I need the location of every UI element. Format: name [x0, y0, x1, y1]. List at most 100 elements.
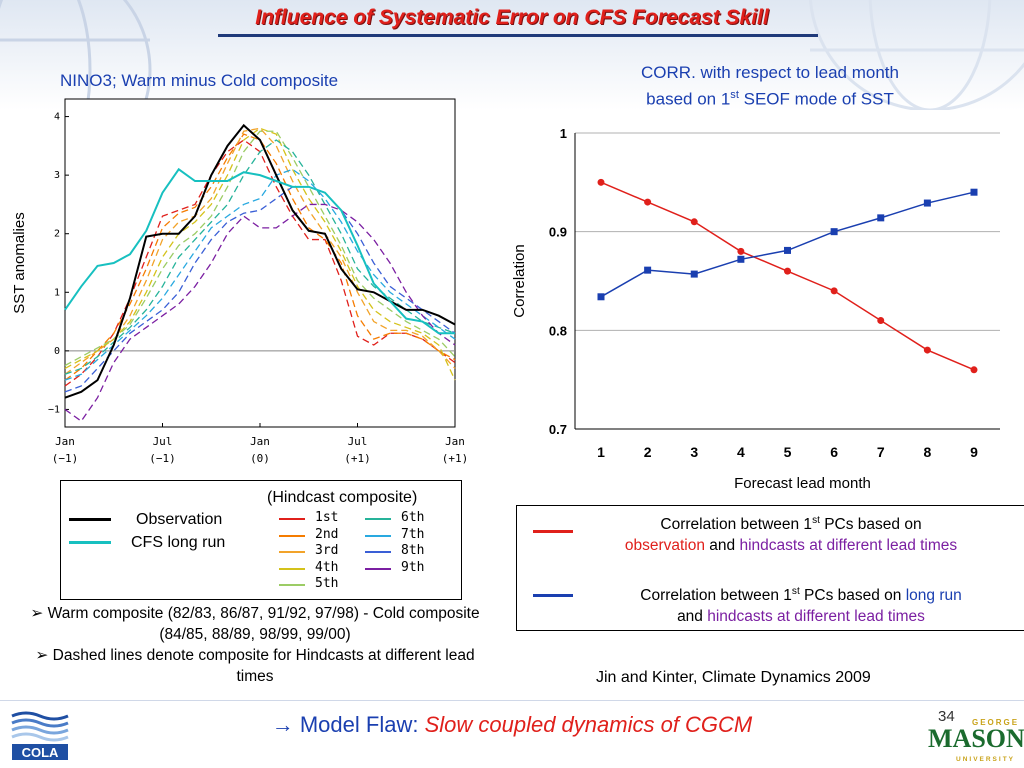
corr-point-red	[830, 287, 838, 295]
right-xtick-label: 9	[970, 444, 978, 460]
right-xtick-label: 2	[644, 444, 652, 460]
observation-legend-line	[69, 518, 111, 521]
citation: Jin and Kinter, Climate Dynamics 2009	[596, 669, 871, 686]
right-xtick-label: 7	[877, 444, 885, 460]
legend-line-8th	[365, 551, 391, 553]
left-xtick-label-month: Jan	[445, 435, 465, 448]
legend-label-2nd: 2nd	[315, 526, 339, 542]
corr-point-blue	[970, 188, 978, 196]
corr-point-red	[690, 218, 698, 226]
corr-point-red	[737, 247, 745, 255]
legend-label-7th: 7th	[401, 526, 425, 542]
notes-bullets: ➢ Warm composite (82/83, 86/87, 91/92, 9…	[20, 603, 490, 687]
left-xtick-label-year: (+1)	[442, 452, 469, 465]
cfs-legend-label: CFS long run	[131, 534, 226, 551]
right-xtick-label: 8	[923, 444, 931, 460]
legend-line-4th	[279, 567, 305, 570]
observation-legend-label: Observation	[136, 511, 223, 528]
left-ylabel: SST anomalies	[11, 212, 28, 313]
right-chart-title-line2: based on 1st SEOF mode of SST	[646, 89, 894, 109]
blue-legend-line	[533, 594, 573, 597]
blue-legend-text: Correlation between 1st PCs based on lon…	[640, 586, 962, 626]
right-xlabel: Forecast lead month	[734, 475, 871, 492]
legend-line-3rd	[279, 551, 305, 553]
bottom-message: → Model Flaw: Slow coupled dynamics of C…	[271, 712, 753, 737]
left-xtick-label-month: Jan	[250, 435, 270, 448]
left-xtick-label-month: Jan	[55, 435, 75, 448]
left-xtick-label-year: (−1)	[52, 452, 79, 465]
legend-label-9th: 9th	[401, 559, 425, 575]
george-mason-logo: GEORGE MASON UNIVERSITY	[928, 718, 1024, 763]
legend-label-8th: 8th	[401, 543, 425, 558]
corr-point-blue	[830, 228, 838, 236]
title-underline	[218, 34, 818, 37]
left-ytick-label: 2	[54, 229, 60, 240]
legend-line-9th	[365, 567, 391, 570]
right-xtick-label: 3	[690, 444, 698, 460]
right-chart-title: CORR. with respect to lead month based o…	[560, 62, 980, 111]
legend-line-2nd	[279, 534, 305, 537]
legend-line-1st	[279, 518, 305, 520]
left-ytick-label: 0	[54, 346, 60, 357]
left-xtick-label-year: (0)	[250, 452, 270, 465]
left-xtick-label-year: (+1)	[344, 452, 371, 465]
left-plot-frame	[64, 98, 456, 428]
left-ytick-label: 4	[54, 112, 60, 123]
right-xtick-label: 4	[737, 444, 745, 460]
left-chart-title: NINO3; Warm minus Cold composite	[60, 71, 339, 90]
left-ytick-label: 3	[54, 170, 60, 181]
legend-label-4th: 4th	[315, 559, 339, 575]
right-xtick-label: 6	[830, 444, 838, 460]
series-line-5th	[64, 130, 456, 367]
corr-point-blue	[737, 255, 745, 263]
red-legend-line	[533, 530, 573, 533]
series-line-4th	[64, 127, 456, 381]
slide-title: Influence of Systematic Error on CFS For…	[255, 6, 769, 29]
series-line-9th	[64, 203, 456, 423]
bullet-composite-years: ➢ Warm composite (82/83, 86/87, 91/92, 9…	[30, 605, 480, 643]
left-ytick-label: −1	[48, 404, 60, 415]
cfs-legend-line	[69, 541, 111, 544]
series-line-6th	[64, 139, 456, 375]
right-ytick-label: 0.8	[549, 323, 567, 338]
series-line-7th	[64, 168, 456, 381]
right-ylabel: Correlation	[511, 244, 528, 317]
right-ytick-label: 1	[560, 126, 567, 141]
legend-label-6th: 6th	[401, 510, 425, 525]
legend-label-1st: 1st	[315, 510, 339, 525]
corr-point-blue	[644, 266, 652, 274]
right-legend-box: Correlation between 1st PCs based on obs…	[516, 505, 1024, 631]
corr-series-line-1	[600, 191, 975, 298]
left-xtick-label-month: Jul	[153, 435, 173, 448]
left-xtick-label-month: Jul	[348, 435, 368, 448]
corr-point-blue	[784, 246, 791, 254]
left-legend-box: Observation CFS long run (Hindcast compo…	[60, 480, 462, 600]
legend-line-6th	[365, 518, 391, 520]
left-ytick-label: 1	[54, 287, 60, 298]
red-legend-text: Correlation between 1st PCs based on obs…	[624, 515, 958, 555]
legend-line-5th	[279, 584, 305, 586]
corr-point-red	[877, 316, 885, 324]
corr-point-blue	[597, 293, 605, 301]
corr-point-red	[923, 346, 931, 354]
series-line-2nd	[64, 133, 456, 381]
hindcast-legend-title: (Hindcast composite)	[267, 489, 418, 506]
corr-point-blue	[690, 270, 698, 278]
correlation-chart: 0.7 0.8 0.9 1 1 2 3 4 5 6 7 8 9 Forecast lead month Co…	[511, 126, 1000, 492]
legend-label-5th: 5th	[315, 576, 339, 591]
corr-point-red	[644, 198, 652, 206]
corr-point-blue	[877, 214, 885, 222]
cola-logo: COLA	[11, 711, 69, 760]
legend-label-3rd: 3rd	[315, 543, 339, 558]
series-line-cfs-long-run	[64, 167, 455, 335]
series-line-8th	[64, 186, 456, 393]
nino3-composite-chart: −1 0 1 2 3 4 Jan (−1) Jul (−1) Jan (0) Jul (+1) Jan (+1…	[11, 98, 469, 465]
bullet-dashed-lines: ➢ Dashed lines denote composite for Hind…	[35, 647, 475, 685]
right-xtick-label: 1	[597, 444, 605, 460]
right-ytick-label: 0.9	[549, 225, 567, 240]
left-xtick-label-year: (−1)	[149, 452, 176, 465]
series-line-3rd	[64, 127, 456, 375]
corr-point-blue	[923, 199, 931, 207]
right-xtick-label: 5	[784, 444, 792, 460]
right-ytick-label: 0.7	[549, 422, 567, 437]
